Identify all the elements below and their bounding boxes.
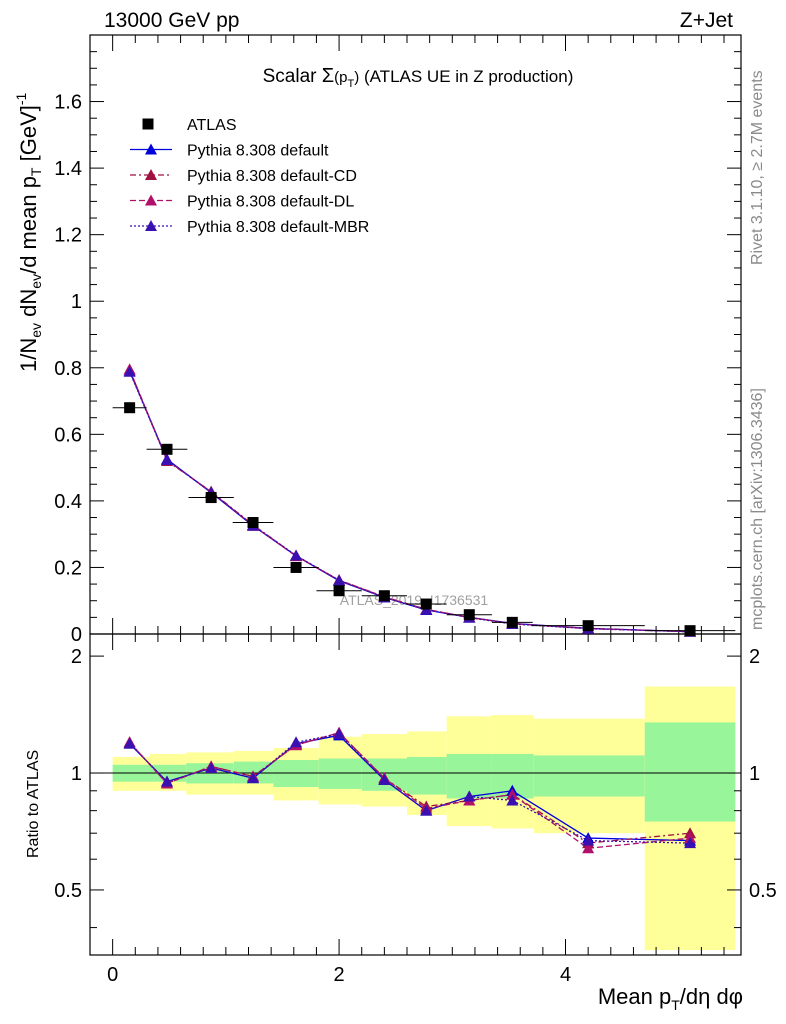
ratio-series-line (129, 734, 691, 842)
legend: ATLAS Pythia 8.308 default Pythia 8.308 de… (130, 117, 369, 236)
legend-label: Pythia 8.308 default-CD (187, 168, 357, 185)
legend-label: Pythia 8.308 default-DL (187, 194, 354, 211)
stat-uncertainty-band (273, 760, 319, 788)
data-point (506, 616, 518, 628)
x-tick-label: 0 (107, 964, 118, 986)
ratio-series-marker (463, 790, 476, 802)
legend-marker-atlas (142, 118, 154, 130)
ratio-panel-frame (89, 633, 742, 956)
data-point (463, 609, 475, 621)
ratio-y-tick-label-left: 0.5 (54, 880, 82, 902)
stat-uncertainty-band (533, 755, 645, 797)
ratio-y-axis-label: Ratio to ATLAS (25, 750, 42, 858)
stat-uncertainty-band (318, 758, 362, 789)
ratio-y-tick-label-right: 2 (749, 646, 760, 668)
series-marker (123, 365, 136, 377)
series-marker (290, 549, 303, 561)
main-panel-axes: 0 0.2 0.4 0.6 0.8 1 1.2 1.4 1.6 (54, 34, 742, 646)
main-y-tick-label: 0.4 (54, 491, 82, 513)
ratio-y-tick-label-left: 1 (71, 763, 82, 785)
ratio-series-marker (205, 762, 218, 774)
ratio-series-marker (506, 794, 519, 806)
ratio-series-marker (684, 837, 697, 849)
main-y-tick-label: 0.8 (54, 358, 82, 380)
energy-label: 13000 GeV pp (104, 9, 239, 32)
ratio-series-line (129, 731, 691, 849)
series-line (129, 369, 691, 633)
rivet-version-label: Rivet 3.1.10, ≥ 2.7M events (749, 70, 766, 265)
ratio-series-marker (582, 834, 595, 846)
data-point (205, 492, 217, 504)
data-point (684, 625, 696, 637)
data-point (333, 585, 345, 597)
main-y-tick-label: 1 (71, 291, 82, 313)
chart-title: Scalar Σ(pT) (ATLAS UE in Z production) (263, 65, 574, 90)
main-y-tick-label: 1.6 (54, 92, 82, 114)
ratio-uncertainty-bands (90, 686, 741, 951)
x-axis-label: Mean pT/dη dφ (598, 984, 743, 1013)
legend-label: Pythia 8.308 default (187, 143, 329, 160)
ratio-y-tick-label-left: 2 (71, 646, 82, 668)
ratio-series-line (129, 731, 691, 844)
main-y-tick-label: 0.2 (54, 557, 82, 579)
main-y-tick-label: 0 (71, 624, 82, 646)
ratio-y-tick-label-right: 1 (749, 763, 760, 785)
data-point (378, 590, 390, 602)
data-point (420, 598, 432, 610)
ratio-series-marker (290, 736, 303, 748)
ratio-panel-axes: 0.5 0.5 1 1 2 2 0 2 4 (54, 633, 777, 986)
main-y-tick-label: 1.4 (54, 158, 82, 180)
legend-marker (145, 194, 157, 206)
legend-marker (145, 143, 157, 155)
main-y-tick-label: 1.2 (54, 225, 82, 247)
main-y-tick-label: 0.6 (54, 424, 82, 446)
series-line (129, 371, 691, 633)
ratio-series-marker (378, 773, 391, 785)
legend-marker (145, 220, 157, 231)
ratio-series-marker (420, 804, 433, 816)
ratio-series-marker (333, 728, 346, 740)
x-tick-label: 2 (334, 964, 345, 986)
ratio-series-marker (247, 772, 260, 784)
x-tick-label: 4 (560, 964, 571, 986)
legend-marker (145, 169, 157, 180)
ratio-series-marker (582, 842, 595, 854)
mcplots-label: mcplots.cern.ch [arXiv:1306.3436] (749, 388, 766, 630)
process-label: Z+Jet (680, 9, 733, 32)
stat-uncertainty-band (644, 722, 736, 822)
ratio-series-marker (123, 737, 136, 749)
data-point (582, 620, 594, 632)
main-y-axis-label: 1/Nev dNev/d mean pT [GeV]-1 (13, 92, 44, 372)
stat-uncertainty-band (407, 756, 447, 795)
ratio-series-line (129, 733, 691, 844)
ratio-series-group (123, 726, 697, 854)
data-point (247, 517, 259, 529)
ratio-series-marker (160, 775, 173, 787)
data-point (290, 561, 302, 573)
series-marker (160, 453, 173, 465)
legend-label: ATLAS (187, 117, 237, 134)
legend-label: Pythia 8.308 default-MBR (187, 219, 369, 236)
data-point (124, 402, 136, 414)
main-series-group (112, 363, 736, 637)
ratio-series-marker (506, 788, 519, 800)
data-point (161, 443, 173, 455)
series-marker (333, 574, 346, 586)
ratio-y-tick-label-right: 0.5 (749, 880, 777, 902)
